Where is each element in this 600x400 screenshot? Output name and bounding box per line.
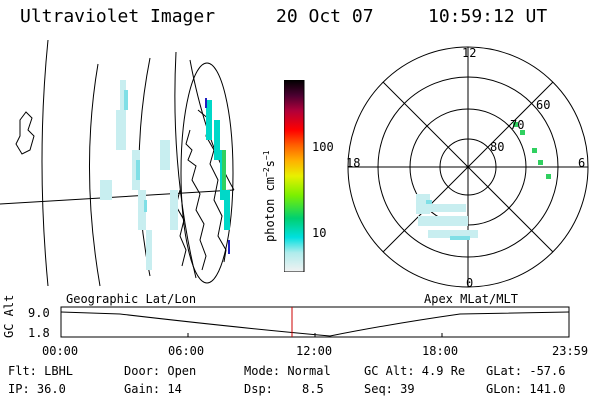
timeline-xtick-4: 23:59 xyxy=(552,344,589,358)
polar-label-lat70: 70 xyxy=(510,118,525,132)
colorbar-tick-100: 100 xyxy=(312,140,334,154)
timeline-left-label: Geographic Lat/Lon xyxy=(66,292,197,306)
polar-label-dawn: 6 xyxy=(578,156,586,170)
timeline-xtick-0: 00:00 xyxy=(42,344,79,358)
polar-label-noon: 12 xyxy=(462,46,477,60)
glat-info: GLat: -57.6 xyxy=(486,364,566,378)
filter-info: Flt: LBHL xyxy=(8,364,74,378)
gc-alt-info: GC Alt: 4.9 Re xyxy=(364,364,466,378)
mode-info: Mode: Normal xyxy=(244,364,331,378)
instrument-title: Ultraviolet Imager xyxy=(20,6,216,27)
door-info: Door: Open xyxy=(124,364,197,378)
dsp-value: 8.5 xyxy=(302,382,324,396)
glon-info: GLon: 141.0 xyxy=(486,382,566,396)
date-label: 20 Oct 07 xyxy=(276,6,374,27)
polar-label-lat80: 80 xyxy=(490,140,505,154)
dsp-label: Dsp: xyxy=(244,382,273,396)
polar-plot xyxy=(347,46,589,288)
colorbar-label: photon cm−2s−1 xyxy=(262,150,277,242)
timeline-xtick-1: 06:00 xyxy=(168,344,205,358)
gain-info: Gain: 14 xyxy=(124,382,182,396)
ip-info: IP: 36.0 xyxy=(8,382,66,396)
polar-aurora xyxy=(416,122,551,240)
colorbar-tick-10: 10 xyxy=(312,226,327,240)
time-label: 10:59:12 UT xyxy=(428,6,548,27)
polar-grid xyxy=(347,46,589,288)
polar-label-lat60: 60 xyxy=(536,98,551,112)
timeline-right-label: Apex MLat/MLT xyxy=(424,292,518,306)
timeline-plot xyxy=(60,306,570,338)
altitude-curve xyxy=(60,311,570,337)
aurora-emission xyxy=(100,80,230,270)
polar-label-dusk: 18 xyxy=(346,156,361,170)
timeline-frame xyxy=(60,306,570,338)
timeline-ytick-top: 9.0 xyxy=(28,306,50,320)
geographic-map xyxy=(0,40,235,287)
timeline-xtick-2: 12:00 xyxy=(296,344,333,358)
timeline-ylabel: GC Alt xyxy=(2,294,16,338)
timeline-xtick-3: 18:00 xyxy=(422,344,459,358)
colorbar xyxy=(284,80,305,272)
timeline-ytick-bottom: 1.8 xyxy=(28,326,50,340)
polar-label-midnight: 0 xyxy=(466,276,474,290)
seq-info: Seq: 39 xyxy=(364,382,415,396)
map-grid xyxy=(0,40,235,287)
